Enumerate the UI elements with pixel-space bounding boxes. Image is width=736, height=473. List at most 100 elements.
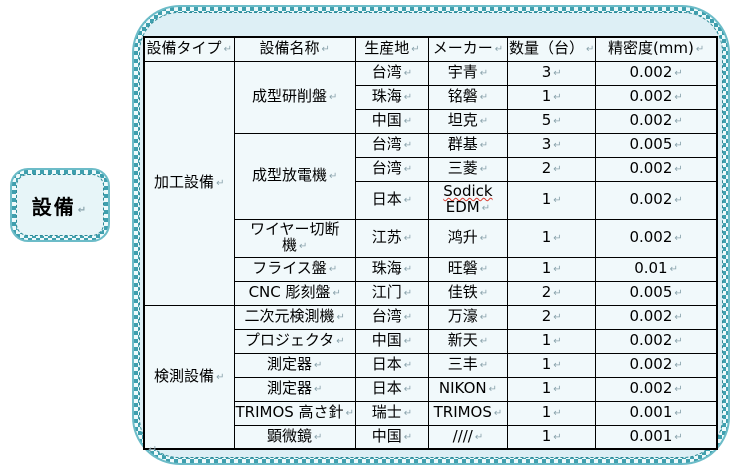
cell-text: 3 <box>542 64 562 82</box>
cell-text: 中国 <box>372 112 412 130</box>
cell-text: 佳铁 <box>448 284 488 302</box>
table-row: ワイヤー切断機江苏 鸿升 1 0.002 <box>144 218 718 258</box>
cell-text: 台湾 <box>372 64 412 82</box>
cell-precision: 0.002 <box>595 352 718 378</box>
equipment-label: 設備 <box>32 191 88 220</box>
cell-equipment-name: TRIMOS 高さ針 <box>233 400 356 426</box>
cell-origin: 日本 <box>354 180 429 220</box>
cell-equipment-name: 成型研削盤 <box>233 60 356 134</box>
cell-maker: 旺磐 <box>427 256 508 282</box>
cell-text: 5 <box>542 112 562 130</box>
cell-maker: 三丰 <box>427 352 508 378</box>
cell-text: 日本 <box>372 356 412 374</box>
cell-equipment-type: 検測設備 <box>143 304 235 450</box>
cell-maker: 坦克 <box>427 108 508 134</box>
cell-quantity: 1 <box>506 400 597 426</box>
cell-text: 1 <box>542 404 562 422</box>
cell-quantity: 1 <box>506 256 597 282</box>
cell-maker: 佳铁 <box>427 280 508 306</box>
cell-text: 0.002 <box>629 88 682 106</box>
cell-quantity: 3 <box>506 60 597 86</box>
cell-precision: 0.002 <box>595 180 718 220</box>
cell-equipment-type: 加工設備 <box>143 60 235 306</box>
cell-text: 中国 <box>372 428 412 446</box>
cell-origin: 珠海 <box>354 84 429 110</box>
cell-origin: 中国 <box>354 108 429 134</box>
cell-precision: 0.002 <box>595 84 718 110</box>
cell-text: 0.002 <box>629 191 682 209</box>
cell-text: 0.01 <box>634 260 678 278</box>
cell-text: 日本 <box>372 191 412 209</box>
header-quantity: 数量（台） <box>506 36 597 62</box>
cell-text: 坦克 <box>448 112 488 130</box>
table-row: 検測設備 二次元検測機 台湾 万濠 2 0.002 <box>143 304 718 450</box>
cell-precision: 0.002 <box>595 218 718 258</box>
cell-text: //// <box>453 428 484 446</box>
header-equipment-type: 設備タイプ <box>143 36 235 62</box>
cell-text: 0.002 <box>629 64 682 82</box>
cell-precision: 0.01 <box>595 256 718 282</box>
cell-equipment-name: フライス盤 <box>233 256 356 282</box>
cell-precision: 0.002 <box>595 304 718 330</box>
cell-text: 機 <box>236 237 354 255</box>
table-row: プロジェクタ 中国 新天 1 0.002 <box>144 328 718 354</box>
cell-quantity: 2 <box>506 280 597 306</box>
cell-text: 0.002 <box>629 112 682 130</box>
cell-origin: 中国 <box>354 424 429 450</box>
equipment-label-fill: 設備 <box>16 174 104 236</box>
cell-maker: 三菱 <box>427 156 508 182</box>
cell-text: 成型放電機 <box>252 167 337 185</box>
cell-text: 0.002 <box>629 229 682 247</box>
cell-text: 1 <box>542 380 562 398</box>
cell-text: EDM <box>430 199 506 217</box>
cell-text: 0.002 <box>629 380 682 398</box>
header-label: 数量（台） <box>509 40 594 58</box>
cell-text: 1 <box>542 260 562 278</box>
cell-quantity: 1 <box>506 180 597 220</box>
table-row: フライス盤 珠海 旺磐 1 0.01 <box>144 256 718 282</box>
header-label: 設備タイプ <box>147 40 232 58</box>
cell-maker: NIKON <box>427 376 508 402</box>
cell-origin: 日本 <box>354 376 429 402</box>
cell-text: 0.005 <box>629 284 682 302</box>
header-origin: 生産地 <box>354 36 429 62</box>
cell-origin: 中国 <box>354 328 429 354</box>
cell-quantity: 1 <box>506 218 597 258</box>
header-precision: 精密度(mm) <box>595 36 718 62</box>
cell-precision: 0.005 <box>595 132 718 158</box>
cell-precision: 0.001 <box>595 424 718 450</box>
cell-text: NIKON <box>439 380 497 398</box>
cell-text: 1 <box>542 229 562 247</box>
cell-text: 江门 <box>372 284 412 302</box>
cell-text: 1 <box>542 88 562 106</box>
cell-text: 0.005 <box>629 136 682 154</box>
cell-text: 珠海 <box>372 260 412 278</box>
cell-text: 旺磐 <box>448 260 488 278</box>
cell-maker: 铭磐 <box>427 84 508 110</box>
cell-text: 三菱 <box>448 160 488 178</box>
cell-text: 万濠 <box>448 308 488 326</box>
table-row: 中国 坦克 5 0.002 <box>144 108 718 134</box>
cell-quantity: 3 <box>506 132 597 158</box>
header-label: 生産地 <box>364 40 419 58</box>
cell-text: 1 <box>542 356 562 374</box>
cell-origin: 珠海 <box>354 256 429 282</box>
cell-text: 0.001 <box>629 404 682 422</box>
cell-text: 群基 <box>448 136 488 154</box>
cell-text: Sodick <box>443 182 493 200</box>
cell-text: 1 <box>542 191 562 209</box>
cell-quantity: 5 <box>506 108 597 134</box>
table-body: 加工設備成型研削盤台湾宇青30.002珠海铭磐10.002中国坦克50.002成… <box>143 60 718 450</box>
cell-text: 新天 <box>448 332 488 350</box>
header-label: 精密度(mm) <box>608 40 704 58</box>
header-maker: メーカー <box>427 36 508 62</box>
cell-quantity: 2 <box>506 304 597 330</box>
table-row: 加工設備成型研削盤台湾宇青30.002 <box>143 60 718 306</box>
cell-text: 二次元検測機 <box>245 308 345 326</box>
cell-precision: 0.005 <box>595 280 718 306</box>
equipment-table: 設備タイプ設備名称生産地メーカー数量（台）精密度(mm) 加工設備成型研削盤台湾… <box>143 36 718 450</box>
cell-text: 珠海 <box>372 88 412 106</box>
cell-text: 1 <box>542 332 562 350</box>
cell-equipment-name: 成型放電機 <box>233 132 356 220</box>
cell-text: 0.002 <box>629 160 682 178</box>
